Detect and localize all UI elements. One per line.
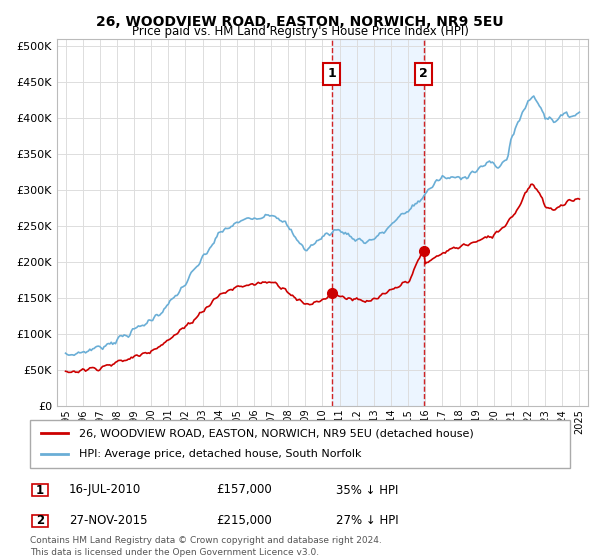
- Text: 26, WOODVIEW ROAD, EASTON, NORWICH, NR9 5EU (detached house): 26, WOODVIEW ROAD, EASTON, NORWICH, NR9 …: [79, 428, 473, 438]
- Text: 35% ↓ HPI: 35% ↓ HPI: [336, 483, 398, 497]
- FancyBboxPatch shape: [32, 515, 48, 527]
- Text: Contains HM Land Registry data © Crown copyright and database right 2024.
This d: Contains HM Land Registry data © Crown c…: [30, 536, 382, 557]
- Text: £157,000: £157,000: [216, 483, 272, 497]
- FancyBboxPatch shape: [30, 420, 570, 468]
- Text: 16-JUL-2010: 16-JUL-2010: [69, 483, 141, 497]
- Text: 27% ↓ HPI: 27% ↓ HPI: [336, 514, 398, 528]
- Text: 2: 2: [419, 67, 428, 80]
- Text: HPI: Average price, detached house, South Norfolk: HPI: Average price, detached house, Sout…: [79, 449, 361, 459]
- Text: 1: 1: [328, 67, 336, 80]
- Text: £215,000: £215,000: [216, 514, 272, 528]
- FancyBboxPatch shape: [32, 484, 48, 496]
- Text: Price paid vs. HM Land Registry's House Price Index (HPI): Price paid vs. HM Land Registry's House …: [131, 25, 469, 38]
- Text: 1: 1: [36, 483, 44, 497]
- Text: 26, WOODVIEW ROAD, EASTON, NORWICH, NR9 5EU: 26, WOODVIEW ROAD, EASTON, NORWICH, NR9 …: [96, 15, 504, 29]
- Bar: [332, 39, 424, 406]
- Text: 2: 2: [36, 514, 44, 528]
- Text: 27-NOV-2015: 27-NOV-2015: [69, 514, 148, 528]
